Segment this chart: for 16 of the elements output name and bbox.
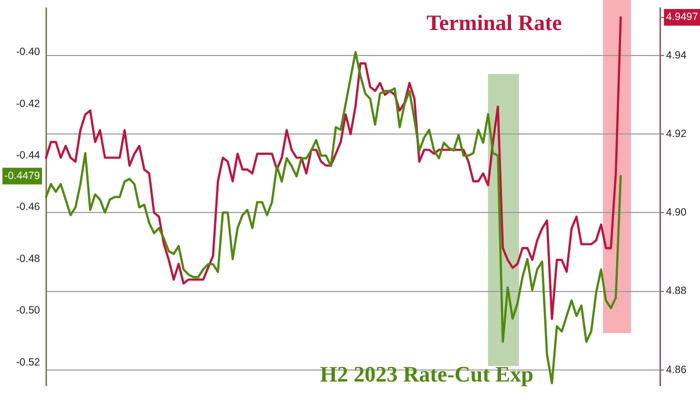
y-tick-label: -0.42: [16, 98, 40, 110]
y-tick-label: -0.40: [16, 46, 40, 58]
y-tick-label: -0.48: [16, 252, 40, 265]
y-tick-label: -0.50: [16, 304, 40, 317]
text: Terminal Rate: [426, 10, 562, 35]
y2-tick-label: 4.90: [666, 206, 687, 219]
y2-tick-label: 4.86: [666, 364, 687, 376]
y-tick-label: -0.52: [16, 356, 40, 368]
y2-tick-label: 4.88: [666, 285, 687, 298]
y-tick-label: -0.44: [16, 150, 40, 162]
y-tick-label: -0.4479: [4, 170, 40, 182]
series-label: H2 2023 Rate-Cut Exp: [320, 361, 534, 386]
y2-tick-label: 4.94: [666, 49, 687, 62]
y2-tick-label: 4.9497: [666, 11, 698, 24]
y2-tick-label: 4.92: [666, 128, 687, 140]
y-tick-label: -0.46: [16, 201, 40, 214]
